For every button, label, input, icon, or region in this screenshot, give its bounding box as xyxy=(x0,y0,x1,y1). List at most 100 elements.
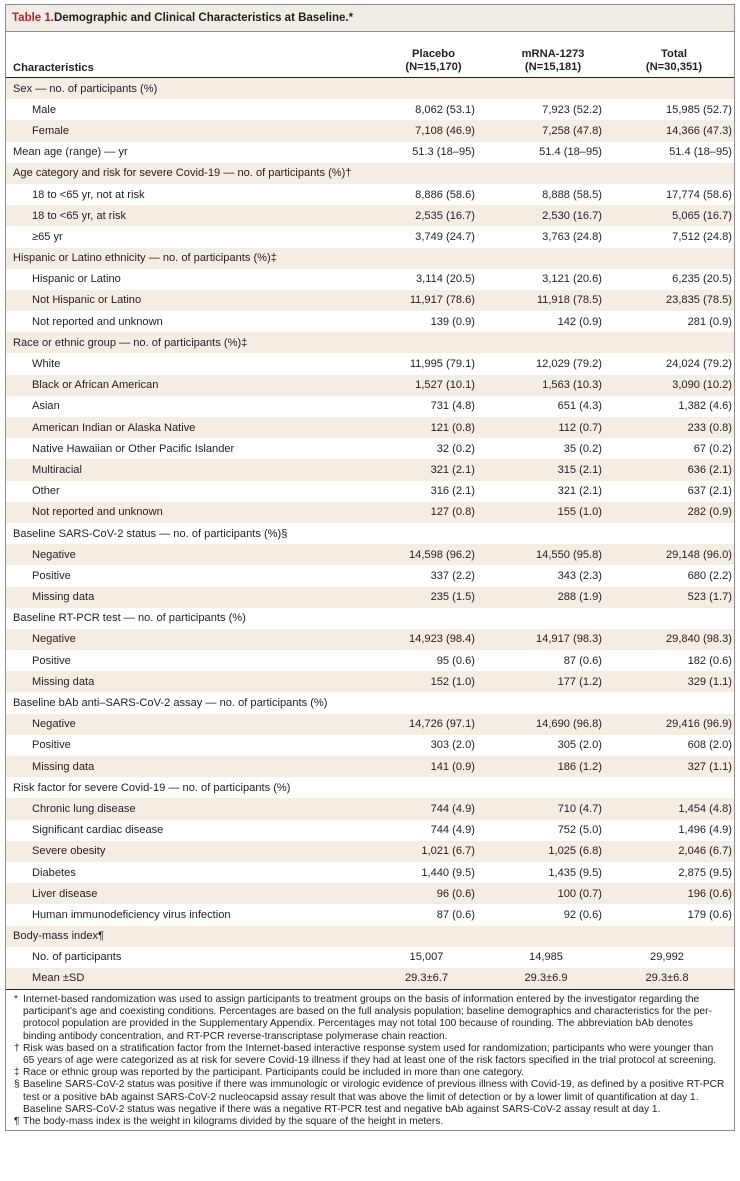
row-label: Missing data xyxy=(32,591,95,604)
mrna-cell: 710 (4.7) xyxy=(557,802,602,815)
mrna-cell: 87 (0.6) xyxy=(563,654,602,667)
table-row: American Indian or Alaska Native 121 (0.8… xyxy=(6,417,734,439)
total-cell: 14,366 (47.3) xyxy=(666,124,732,137)
header-placebo-label: Placebo xyxy=(412,48,455,60)
row-label: Mean ±SD xyxy=(32,972,85,985)
row-label: Not reported and unknown xyxy=(32,506,163,519)
footnote-text: Baseline SARS-CoV-2 status was positive … xyxy=(23,1079,725,1115)
footnote-symbol: ¶ xyxy=(14,1116,20,1128)
row-label: Chronic lung disease xyxy=(32,802,136,815)
total-cell: 636 (2.1) xyxy=(687,463,732,476)
placebo-cell: 3,749 (24.7) xyxy=(415,230,475,243)
table-row: Missing data 235 (1.5) 288 (1.9) 523 (1.7) xyxy=(6,586,734,608)
row-label: Mean age (range) — yr xyxy=(13,146,128,159)
table-row: Black or African American 1,527 (10.1) 1,5… xyxy=(6,374,734,396)
mrna-cell: 35 (0.2) xyxy=(563,442,602,455)
row-label: Human immunodeficiency virus infection xyxy=(32,908,231,921)
placebo-cell: 1,021 (6.7) xyxy=(421,845,475,858)
mrna-cell: 14,985 xyxy=(529,951,563,964)
row-label: Not Hispanic or Latino xyxy=(32,294,142,307)
total-cell: 17,774 (58.6) xyxy=(666,188,732,201)
mrna-cell: 315 (2.1) xyxy=(557,463,602,476)
placebo-cell: 121 (0.8) xyxy=(430,421,475,434)
total-cell: 680 (2.2) xyxy=(687,569,732,582)
row-label: 18 to <65 yr, not at risk xyxy=(32,188,145,201)
table-row: Positive 95 (0.6) 87 (0.6) 182 (0.6) xyxy=(6,650,734,671)
total-cell: 15,985 (52.7) xyxy=(666,103,732,116)
row-label: Liver disease xyxy=(32,887,98,900)
row-label: Missing data xyxy=(32,760,95,773)
total-cell: 637 (2.1) xyxy=(687,485,732,498)
total-cell: 608 (2.0) xyxy=(687,739,732,752)
total-cell: 67 (0.2) xyxy=(693,442,732,455)
row-label: Hispanic or Latino ethnicity — no. of pa… xyxy=(13,252,277,265)
table-row: Not reported and unknown 127 (0.8) 155 (1.… xyxy=(6,501,734,523)
table-title: Table 1. Demographic and Clinical Charac… xyxy=(6,5,734,32)
category-row: Risk factor for severe Covid-19 — no. of… xyxy=(6,777,734,798)
table-row: Mean ±SD 29.3±6.7 29.3±6.9 29.3±6.8 xyxy=(6,967,734,990)
footnotes: * Internet-based randomization was used t… xyxy=(6,989,734,1130)
total-cell: 1,382 (4.6) xyxy=(678,400,732,413)
placebo-cell: 14,923 (98.4) xyxy=(409,633,475,646)
placebo-cell: 11,995 (79.1) xyxy=(409,358,475,371)
mrna-cell: 100 (0.7) xyxy=(557,887,602,900)
table-row: 18 to <65 yr, at risk 2,535 (16.7) 2,530 (… xyxy=(6,205,734,227)
total-cell: 327 (1.1) xyxy=(687,760,732,773)
row-label: Baseline bAb anti–SARS-CoV-2 assay — no.… xyxy=(13,697,328,710)
mrna-cell: 752 (5.0) xyxy=(557,824,602,837)
table-caption: Demographic and Clinical Characteristics… xyxy=(53,12,354,24)
row-label: Positive xyxy=(32,569,71,582)
total-cell: 233 (0.8) xyxy=(687,421,732,434)
placebo-cell: 744 (4.9) xyxy=(430,802,475,815)
total-cell: 329 (1.1) xyxy=(687,675,732,688)
category-row: Baseline SARS-CoV-2 status — no. of part… xyxy=(6,523,734,544)
category-row: Body-mass index¶ xyxy=(6,925,734,947)
row-label: Missing data xyxy=(32,675,95,688)
mrna-cell: 14,690 (96.8) xyxy=(536,718,602,731)
row-label: Sex — no. of participants (%) xyxy=(13,82,158,95)
total-cell: 282 (0.9) xyxy=(687,506,732,519)
table-row: Negative 14,726 (97.1) 14,690 (96.8) 29,416… xyxy=(6,713,734,735)
header-total-label: Total xyxy=(661,48,687,60)
placebo-cell: 141 (0.9) xyxy=(430,760,475,773)
placebo-cell: 316 (2.1) xyxy=(430,485,475,498)
row-label: Other xyxy=(32,485,60,498)
table-row: Diabetes 1,440 (9.5) 1,435 (9.5) 2,875 (9.5… xyxy=(6,862,734,883)
row-label: Male xyxy=(32,103,57,116)
category-row: Age category and risk for severe Covid-1… xyxy=(6,162,734,184)
row-label: Significant cardiac disease xyxy=(32,824,164,837)
row-label: Female xyxy=(32,124,69,137)
placebo-cell: 14,598 (96.2) xyxy=(409,548,475,561)
footnote: † Risk was based on a stratification fact… xyxy=(14,1043,726,1067)
row-label: Body-mass index¶ xyxy=(13,930,105,943)
placebo-cell: 235 (1.5) xyxy=(430,591,475,604)
placebo-cell: 337 (2.2) xyxy=(430,569,475,582)
total-cell: 196 (0.6) xyxy=(687,887,732,900)
row-label: Native Hawaiian or Other Pacific Islande… xyxy=(32,442,235,455)
placebo-cell: 8,886 (58.6) xyxy=(415,188,475,201)
placebo-cell: 14,726 (97.1) xyxy=(409,718,475,731)
row-label: Negative xyxy=(32,633,76,646)
placebo-cell: 744 (4.9) xyxy=(430,824,475,837)
mrna-cell: 186 (1.2) xyxy=(557,760,602,773)
placebo-cell: 11,917 (78.6) xyxy=(409,294,475,307)
table-row: Significant cardiac disease 744 (4.9) 752 … xyxy=(6,820,734,841)
mrna-cell: 14,550 (95.8) xyxy=(536,548,602,561)
row-label: No. of participants xyxy=(32,951,122,964)
table-row: Native Hawaiian or Other Pacific Islande… xyxy=(6,438,734,459)
table-row: Missing data 141 (0.9) 186 (1.2) 327 (1.1) xyxy=(6,756,734,778)
footnote-text: Risk was based on a stratification facto… xyxy=(23,1042,717,1067)
category-row: Mean age (range) — yr 51.3 (18–95) 51.4 (1… xyxy=(6,142,734,163)
footnote-text: Race or ethnic group was reported by the… xyxy=(23,1067,524,1079)
header-total: Total (N=30,351) xyxy=(615,48,733,74)
total-cell: 29,992 xyxy=(650,951,684,964)
footnote-text: Internet-based randomization was used to… xyxy=(23,994,712,1042)
table-row: White 11,995 (79.1) 12,029 (79.2) 24,024 (7… xyxy=(6,353,734,374)
row-label: Black or African American xyxy=(32,379,159,392)
header-placebo-n: (N=15,170) xyxy=(405,61,462,73)
placebo-cell: 95 (0.6) xyxy=(436,654,475,667)
total-cell: 1,496 (4.9) xyxy=(678,824,732,837)
total-cell: 523 (1.7) xyxy=(687,591,732,604)
table-row: Severe obesity 1,021 (6.7) 1,025 (6.8) 2,04… xyxy=(6,840,734,862)
header-mrna: mRNA-1273 (N=15,181) xyxy=(491,48,615,74)
